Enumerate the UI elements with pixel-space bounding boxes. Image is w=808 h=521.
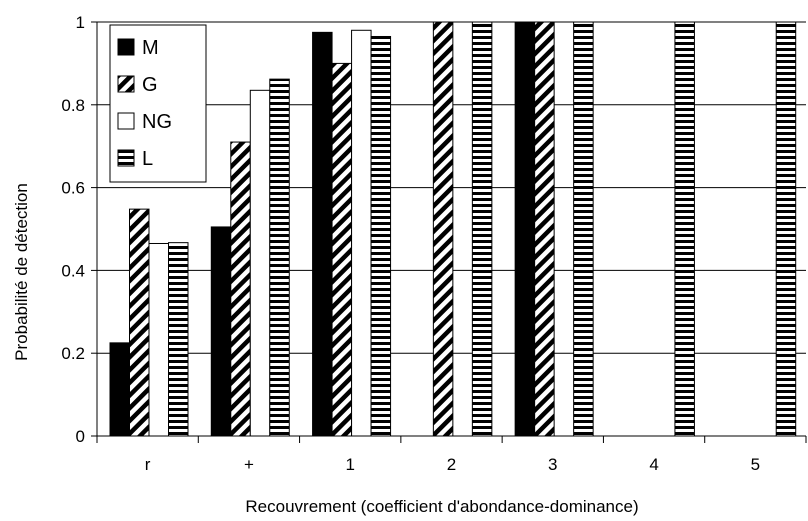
x-tick-label: r [145, 455, 151, 474]
legend: MG NG L [109, 24, 207, 183]
legend-label-L: L [142, 148, 153, 170]
bar-NG-+ [249, 89, 271, 437]
x-tick-label: + [244, 455, 254, 474]
bar-L-5 [775, 21, 797, 437]
legend-label-NG: NG [142, 111, 172, 133]
bar-NG-1 [351, 29, 372, 437]
bar-L-4 [674, 21, 695, 437]
bar-M-+ [210, 226, 232, 437]
bars-group [109, 21, 797, 437]
bar-L-+ [269, 78, 290, 437]
legend-swatch-M [117, 38, 135, 56]
bar-L-3 [573, 21, 594, 437]
bar-G-r [129, 208, 150, 437]
legend-label-G: G [142, 74, 158, 96]
bar-L-r [168, 242, 189, 437]
bar-NG-r [148, 242, 169, 437]
bar-G-3 [534, 21, 555, 437]
y-tick-label: 0 [76, 427, 85, 446]
y-tick-label: 0.2 [61, 344, 85, 363]
y-tick-label: 0.6 [61, 179, 85, 198]
x-axis-title: Recouvrement (coefficient d'abondance-do… [245, 497, 638, 516]
bar-L-1 [370, 35, 392, 437]
legend-swatch-NG [117, 112, 135, 130]
bar-L-2 [471, 21, 493, 437]
bar-M-3 [514, 21, 536, 437]
legend-label-M: M [142, 37, 159, 59]
legend-swatch-G [117, 75, 135, 93]
y-tick-label: 1 [76, 13, 85, 32]
y-tick-label: 0.8 [61, 96, 85, 115]
bar-G-+ [230, 141, 251, 437]
legend-swatch-L [117, 149, 135, 167]
x-tick-label: 1 [345, 455, 354, 474]
x-tick-label: 4 [649, 455, 658, 474]
bar-G-2 [432, 21, 454, 437]
x-tick-label: 2 [447, 455, 456, 474]
y-axis-title: Probabilité de détection [12, 183, 31, 361]
bar-M-1 [312, 31, 333, 437]
x-tick-label: 5 [751, 455, 760, 474]
bar-M-r [109, 342, 130, 437]
y-tick-label: 0.4 [61, 261, 85, 280]
x-tick-label: 3 [548, 455, 557, 474]
bar-G-1 [331, 62, 353, 437]
axes: 0 0.2 0.4 0.6 0.8 1 r +1 2 3 4 5 [61, 13, 807, 474]
